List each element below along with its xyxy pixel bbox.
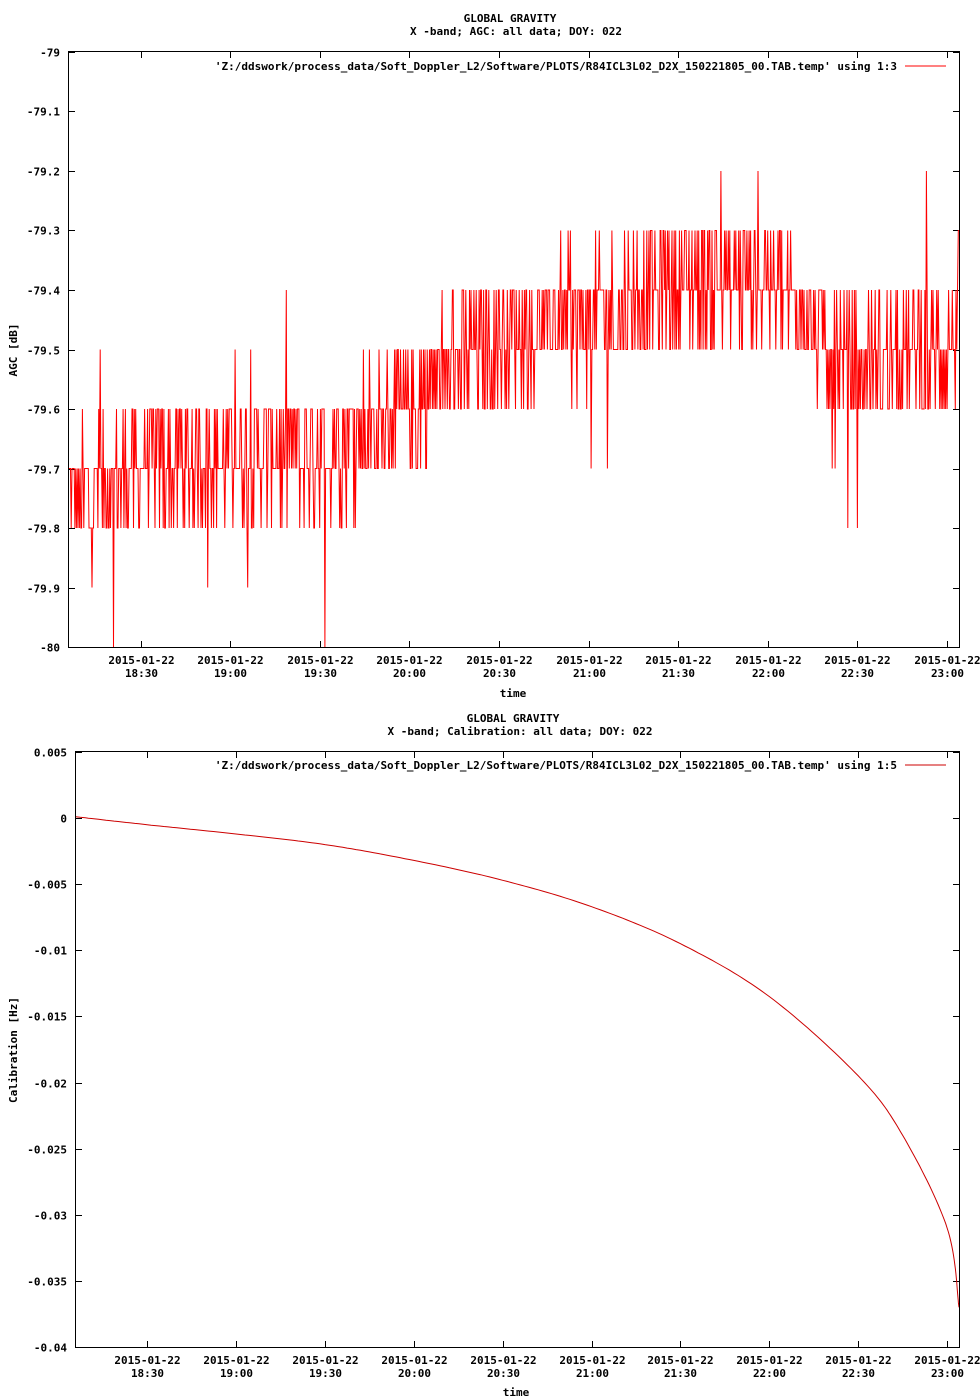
calibration-ticks: 0.005 0 -0.005 -0.01 -0.015 -0.02 -0.025 -0.03 -… — [27, 747, 980, 1381]
agc-chart-subtitle: X -band; AGC: all data; DOY: 022 — [410, 25, 622, 38]
calibration-plot-frame — [75, 751, 960, 1348]
calibration-x-tick-date: 2015-01-22 — [203, 1354, 269, 1367]
agc-x-tick-time: 21:00 — [573, 667, 606, 680]
agc-x-tick-time: 18:30 — [125, 667, 158, 680]
agc-x-tick-time: 22:30 — [841, 667, 874, 680]
agc-y-tick-label: -79.3 — [27, 225, 60, 238]
agc-x-tick-time: 19:00 — [214, 667, 247, 680]
calibration-x-tick-time: 22:00 — [753, 1367, 786, 1380]
calibration-y-tick-label: -0.02 — [34, 1078, 67, 1091]
agc-y-tick-label: -79.5 — [27, 345, 60, 358]
calibration-x-tick-time: 19:00 — [220, 1367, 253, 1380]
calibration-y-axis-label: Calibration [Hz] — [7, 997, 20, 1103]
agc-x-tick-date: 2015-01-22 — [914, 654, 980, 667]
calibration-x-tick-date: 2015-01-22 — [559, 1354, 625, 1367]
agc-series-line — [69, 170, 959, 648]
calibration-legend-label: 'Z:/ddswork/process_data/Soft_Doppler_L2… — [215, 759, 897, 772]
agc-x-tick-date: 2015-01-22 — [466, 654, 532, 667]
calibration-y-tick-label: -0.005 — [27, 879, 67, 892]
agc-chart-title: GLOBAL GRAVITY — [464, 12, 557, 25]
agc-x-tick-date: 2015-01-22 — [735, 654, 801, 667]
calibration-chart-subtitle: X -band; Calibration: all data; DOY: 022 — [388, 725, 653, 738]
agc-y-tick-label: -79.9 — [27, 583, 60, 596]
agc-x-tick-time: 20:00 — [393, 667, 426, 680]
agc-x-axis-label: time — [500, 687, 527, 700]
calibration-x-tick-date: 2015-01-22 — [470, 1354, 536, 1367]
calibration-x-tick-date: 2015-01-22 — [736, 1354, 802, 1367]
calibration-x-tick-time: 18:30 — [131, 1367, 164, 1380]
agc-y-tick-label: -79.6 — [27, 404, 60, 417]
agc-y-tick-label: -80 — [40, 642, 60, 655]
calibration-x-tick-date: 2015-01-22 — [292, 1354, 358, 1367]
calibration-x-tick-time: 20:00 — [398, 1367, 431, 1380]
calibration-x-axis-label: time — [503, 1386, 530, 1399]
calibration-x-tick-time: 23:00 — [931, 1367, 964, 1380]
agc-x-tick-date: 2015-01-22 — [556, 654, 622, 667]
agc-x-tick-date: 2015-01-22 — [824, 654, 890, 667]
calibration-y-tick-label: 0 — [60, 813, 67, 826]
calibration-y-tick-label: -0.035 — [27, 1276, 67, 1289]
calibration-y-tick-label: 0.005 — [34, 747, 67, 760]
agc-y-axis-label: AGC [dB] — [7, 324, 20, 377]
calibration-x-tick-date: 2015-01-22 — [647, 1354, 713, 1367]
calibration-x-tick-time: 21:30 — [664, 1367, 697, 1380]
calibration-x-tick-date: 2015-01-22 — [825, 1354, 891, 1367]
agc-x-tick-time: 21:30 — [662, 667, 695, 680]
agc-y-tick-label: -79.7 — [27, 464, 60, 477]
calibration-chart: GLOBAL GRAVITY X -band; Calibration: all… — [7, 712, 980, 1399]
calibration-y-tick-label: -0.015 — [27, 1011, 67, 1024]
calibration-x-tick-time: 21:00 — [576, 1367, 609, 1380]
calibration-x-tick-time: 19:30 — [309, 1367, 342, 1380]
agc-x-tick-date: 2015-01-22 — [376, 654, 442, 667]
agc-x-tick-time: 20:30 — [483, 667, 516, 680]
agc-x-tick-date: 2015-01-22 — [197, 654, 263, 667]
agc-ticks: -79 -79.1 -79.2 -79.3 -79.4 -79.5 -79.6 -79.7 -7… — [27, 47, 980, 681]
agc-x-tick-date: 2015-01-22 — [645, 654, 711, 667]
agc-x-tick-date: 2015-01-22 — [108, 654, 174, 667]
agc-chart: GLOBAL GRAVITY X -band; AGC: all data; D… — [7, 12, 980, 700]
calibration-x-tick-date: 2015-01-22 — [914, 1354, 980, 1367]
calibration-x-tick-date: 2015-01-22 — [114, 1354, 180, 1367]
agc-x-tick-time: 22:00 — [752, 667, 785, 680]
agc-legend-label: 'Z:/ddswork/process_data/Soft_Doppler_L2… — [215, 60, 897, 73]
agc-y-tick-label: -79.2 — [27, 166, 60, 179]
calibration-y-tick-label: -0.01 — [34, 945, 67, 958]
agc-plot-frame — [68, 51, 960, 648]
agc-x-tick-time: 19:30 — [304, 667, 337, 680]
agc-y-tick-label: -79.8 — [27, 523, 60, 536]
agc-y-tick-label: -79.4 — [27, 285, 60, 298]
calibration-x-tick-date: 2015-01-22 — [381, 1354, 447, 1367]
calibration-y-tick-label: -0.025 — [27, 1144, 67, 1157]
calibration-x-tick-time: 20:30 — [487, 1367, 520, 1380]
calibration-series-line — [75, 816, 960, 1308]
agc-x-tick-time: 23:00 — [931, 667, 964, 680]
agc-y-tick-label: -79 — [40, 47, 60, 60]
agc-x-tick-date: 2015-01-22 — [287, 654, 353, 667]
calibration-chart-title: GLOBAL GRAVITY — [467, 712, 560, 725]
calibration-y-tick-label: -0.03 — [34, 1210, 67, 1223]
agc-y-tick-label: -79.1 — [27, 106, 60, 119]
calibration-x-tick-time: 22:30 — [842, 1367, 875, 1380]
calibration-y-tick-label: -0.04 — [34, 1342, 67, 1355]
